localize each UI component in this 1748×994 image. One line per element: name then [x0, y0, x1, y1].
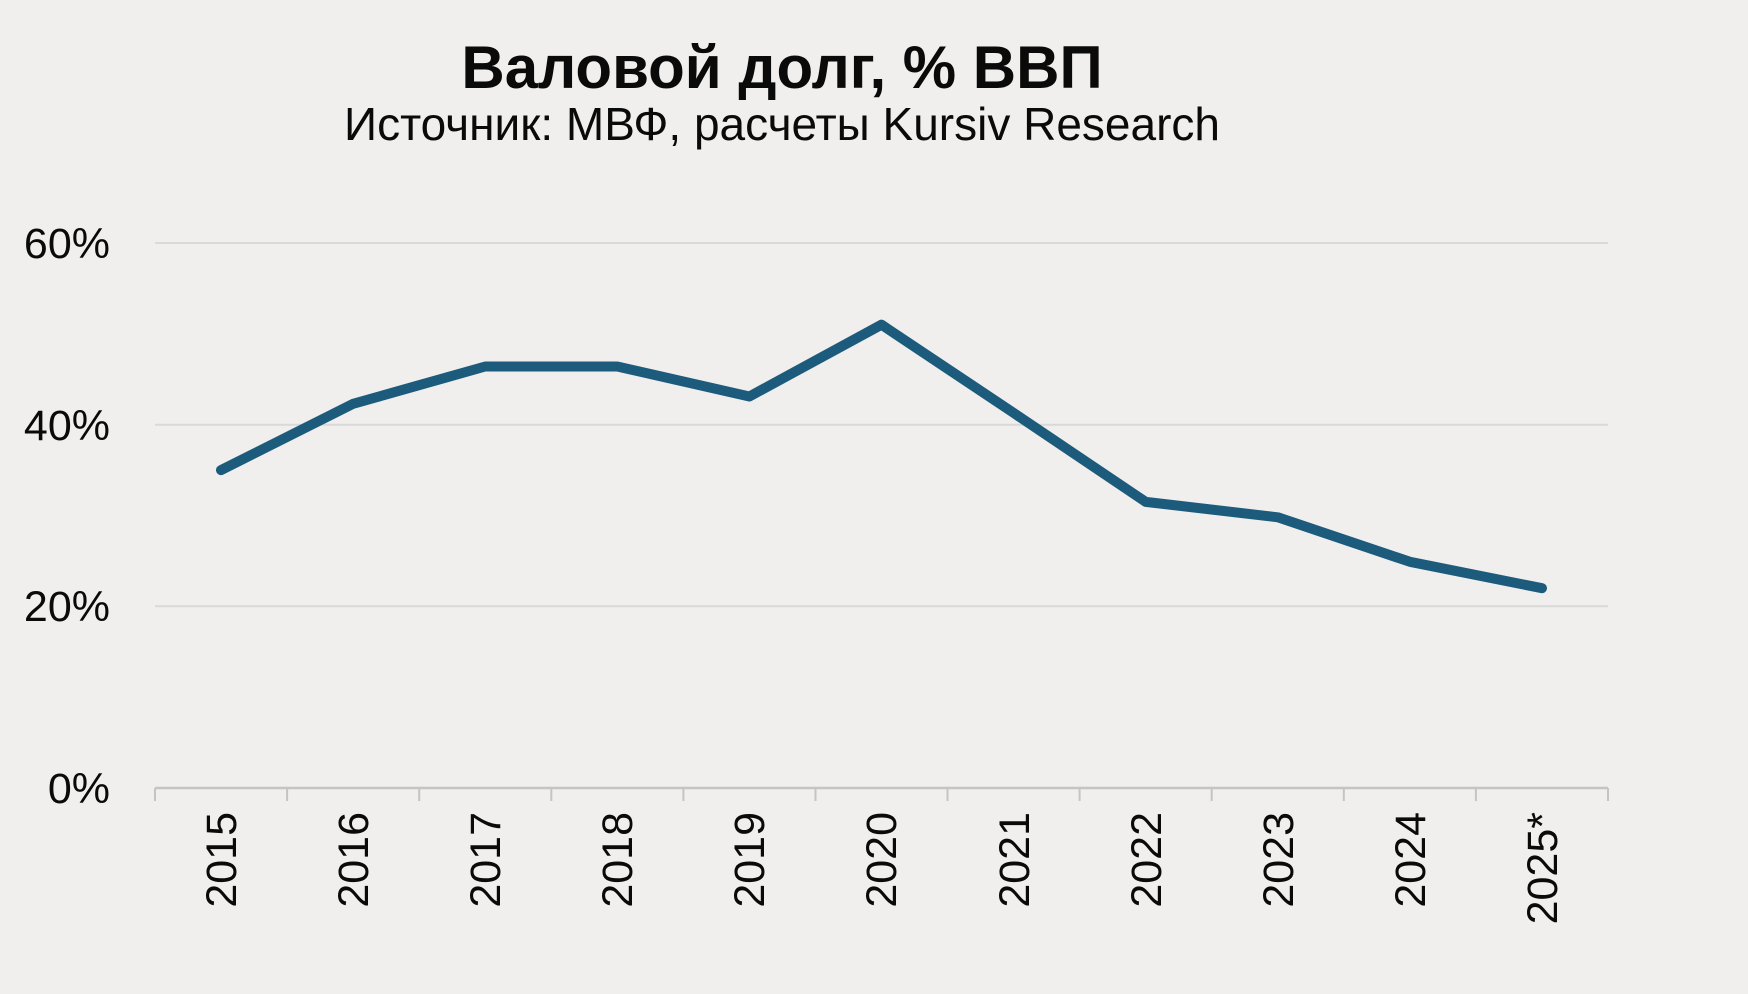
x-tick-label-2023: 2023: [1255, 812, 1303, 908]
horizontal-gridlines: [155, 242, 1608, 608]
x-tick-label-2016: 2016: [330, 812, 378, 908]
y-axis-labels: 0% 20% 40% 60%: [24, 220, 110, 813]
x-tick-label-2021: 2021: [991, 812, 1039, 908]
x-tick-label-2025: 2025*: [1519, 812, 1567, 925]
x-axis-labels: 2015 2016 2017 2018 2019 2020 2021 2022 …: [198, 812, 1567, 925]
chart-subtitle: Источник: МВФ, расчеты Kursiv Research: [344, 98, 1220, 150]
x-tick-label-2018: 2018: [594, 812, 642, 908]
x-tick-label-2020: 2020: [858, 812, 906, 908]
x-axis-ticks: [154, 788, 1609, 801]
y-tick-label-20: 20%: [24, 583, 110, 631]
gross-debt-series-line: [216, 319, 1547, 594]
x-tick-label-2019: 2019: [726, 812, 774, 908]
x-tick-label-2015: 2015: [198, 812, 246, 908]
x-tick-label-2022: 2022: [1123, 812, 1171, 908]
y-tick-label-0: 0%: [48, 765, 110, 813]
chart-title: Валовой долг, % ВВП: [461, 34, 1102, 101]
y-tick-label-40: 40%: [24, 402, 110, 450]
x-tick-label-2017: 2017: [462, 812, 510, 908]
x-tick-label-2024: 2024: [1387, 812, 1435, 908]
y-tick-label-60: 60%: [24, 220, 110, 268]
